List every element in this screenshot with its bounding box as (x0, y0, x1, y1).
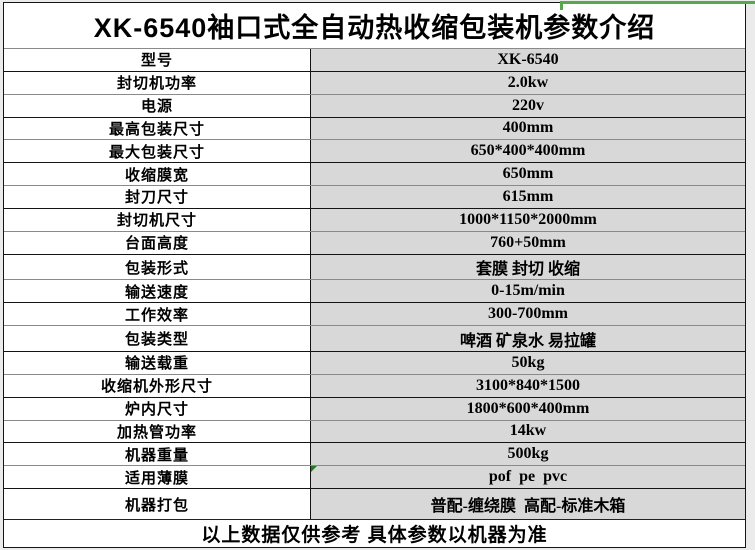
spec-row: 适用薄膜 pof pe pvc (4, 465, 745, 489)
spec-label: 封切机功率 (4, 71, 310, 94)
spec-row: 电源 220v (4, 93, 745, 117)
spec-value: pof pe pvc (310, 466, 745, 489)
spec-value: 套膜 封切 收缩 (310, 254, 745, 280)
spec-row: 输送速度 0-15m/min (4, 279, 745, 303)
spec-label: 封刀尺寸 (4, 186, 310, 208)
spec-value: 14kw (310, 420, 745, 443)
spec-value: 760+50mm (310, 231, 745, 254)
spec-row: 封切机功率 2.0kw (4, 70, 745, 94)
spec-label: 最大包装尺寸 (4, 140, 310, 163)
spec-value: 615mm (310, 186, 745, 208)
spec-label: 输送载重 (4, 351, 310, 374)
spec-row: 封刀尺寸 615mm (4, 185, 745, 208)
spec-value: 2.0kw (310, 71, 745, 94)
spec-row: 包装形式 套膜 封切 收缩 (4, 253, 745, 280)
spec-label: 收缩膜宽 (4, 163, 310, 186)
spec-label: 台面高度 (4, 231, 310, 254)
spec-row: 加热管功率 14kw (4, 419, 745, 443)
spec-value: 650mm (310, 163, 745, 186)
spec-value-text: pof pe pvc (488, 468, 568, 486)
spec-row: 型号 XK-6540 (4, 48, 745, 71)
spec-value: 50kg (310, 351, 745, 374)
spec-row: 炉内尺寸 1800*600*400mm (4, 396, 745, 420)
spec-label: 机器重量 (4, 443, 310, 466)
spec-label: 收缩机外形尺寸 (4, 374, 310, 397)
spec-value: 普配-缠绕膜 高配-标准木箱 (310, 489, 745, 520)
green-selection-line-vertical (560, 1, 563, 10)
green-selection-line-horizontal (560, 1, 755, 4)
spec-label: 包装形式 (4, 254, 310, 280)
spec-label: 封切机尺寸 (4, 208, 310, 231)
spec-label: 型号 (4, 49, 310, 71)
spec-label: 适用薄膜 (4, 466, 310, 489)
spec-row: 包装类型 啤酒 矿泉水 易拉罐 (4, 325, 745, 351)
spec-value: 0-15m/min (310, 280, 745, 303)
spec-row: 台面高度 760+50mm (4, 230, 745, 254)
spec-value: 300-700mm (310, 303, 745, 326)
spec-label: 包装类型 (4, 326, 310, 351)
spec-value: 1800*600*400mm (310, 397, 745, 420)
spec-row: 收缩机外形尺寸 3100*840*1500 (4, 373, 745, 397)
spec-value: 220v (310, 94, 745, 117)
spec-label: 工作效率 (4, 303, 310, 326)
spec-value: 3100*840*1500 (310, 374, 745, 397)
spec-row: 最高包装尺寸 400mm (4, 116, 745, 140)
spec-row: 封切机尺寸 1000*1150*2000mm (4, 207, 745, 231)
spec-value: 650*400*400mm (310, 140, 745, 163)
spec-row: 输送载重 50kg (4, 350, 745, 374)
spec-value: 500kg (310, 443, 745, 466)
table-title: XK-6540袖口式全自动热收缩包装机参数介绍 (93, 13, 656, 43)
spec-label: 输送速度 (4, 280, 310, 303)
spec-row: 机器重量 500kg (4, 442, 745, 466)
spec-row: 最大包装尺寸 650*400*400mm (4, 139, 745, 163)
spec-label: 加热管功率 (4, 420, 310, 443)
spec-label: 最高包装尺寸 (4, 117, 310, 140)
spec-value: 1000*1150*2000mm (310, 208, 745, 231)
spec-label: 机器打包 (4, 489, 310, 520)
spec-label: 电源 (4, 94, 310, 117)
spec-row: 工作效率 300-700mm (4, 302, 745, 326)
spec-value: 400mm (310, 117, 745, 140)
spec-value: XK-6540 (310, 49, 745, 71)
spec-table: XK-6540袖口式全自动热收缩包装机参数介绍 型号 XK-6540 封切机功率… (3, 2, 746, 548)
table-footer: 以上数据仅供参考 具体参数以机器为准 (4, 519, 745, 548)
spec-label: 炉内尺寸 (4, 397, 310, 420)
spec-row: 收缩膜宽 650mm (4, 162, 745, 186)
error-check-triangle-icon (311, 466, 317, 473)
spec-value: 啤酒 矿泉水 易拉罐 (310, 326, 745, 351)
spec-row: 机器打包 普配-缠绕膜 高配-标准木箱 (4, 488, 745, 520)
